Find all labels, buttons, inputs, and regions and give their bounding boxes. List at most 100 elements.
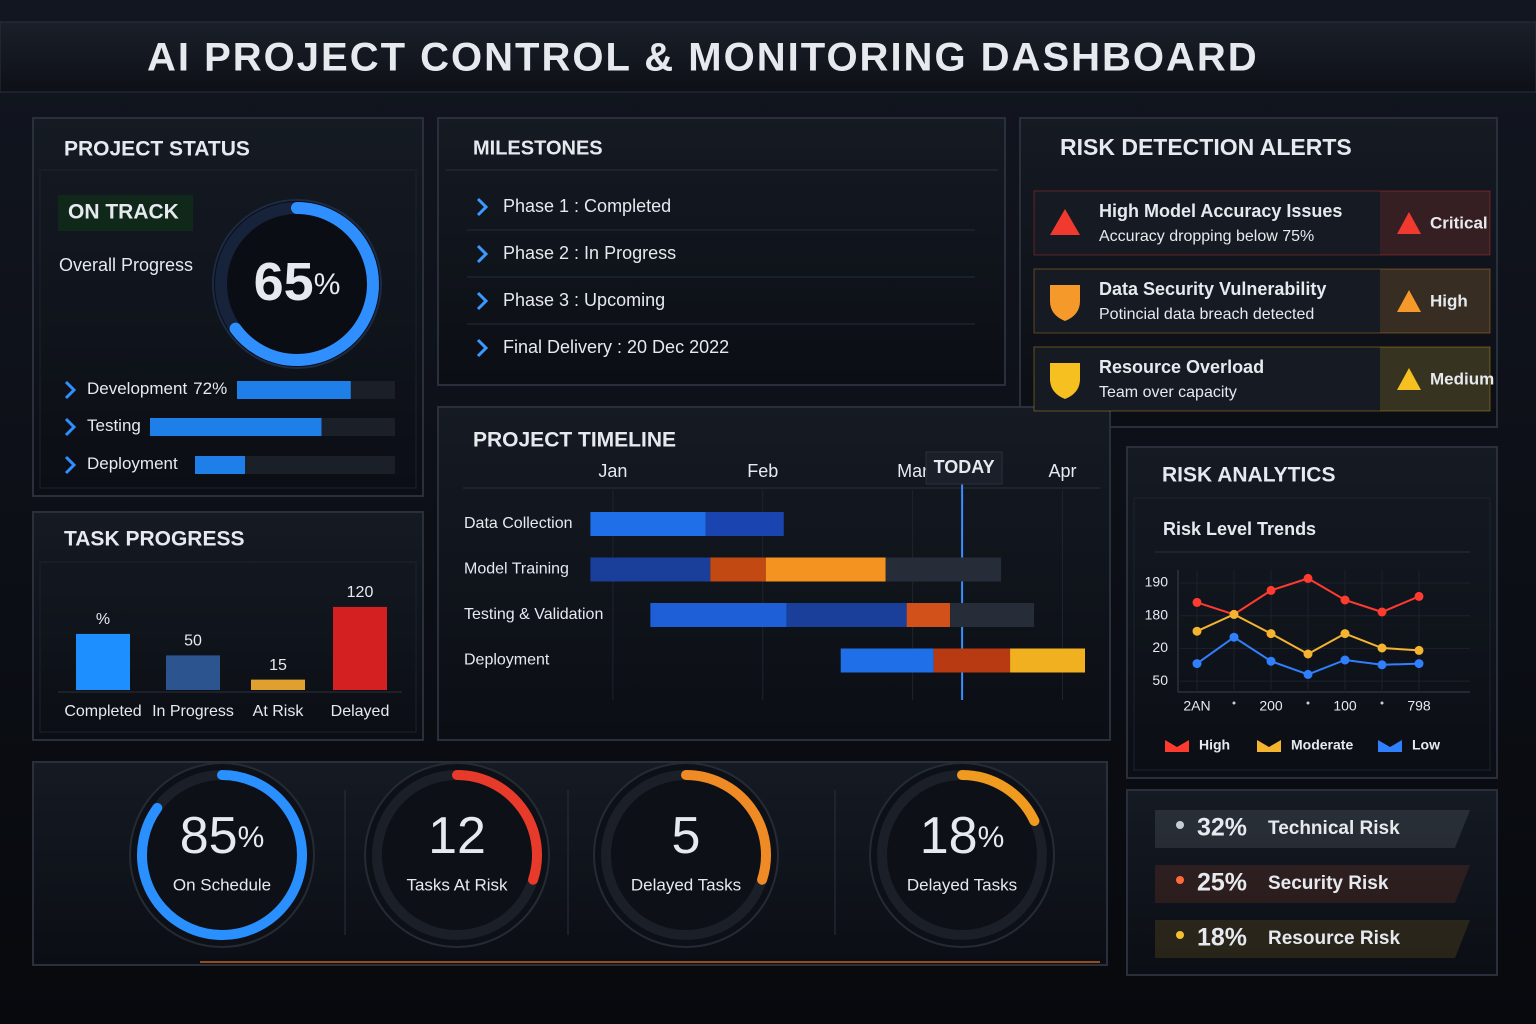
risk-row <box>1155 865 1470 903</box>
gantt-segment <box>786 603 907 627</box>
panel-inner <box>39 169 417 489</box>
dashboard-title: AI PROJECT CONTROL & MONITORING DASHBOAR… <box>147 36 1259 80</box>
alert-title: Resource Overload <box>1099 357 1264 377</box>
point <box>1303 573 1313 583</box>
value-label: 120 <box>347 584 374 601</box>
value: 18 <box>920 807 978 865</box>
bar-label: Testing <box>87 416 141 435</box>
kpi-arc <box>957 770 1040 826</box>
kpi-arc <box>681 770 771 885</box>
chevron <box>64 417 77 437</box>
alert-title: High Model Accuracy Issues <box>1099 201 1342 221</box>
bar <box>251 679 305 690</box>
milestone: Phase 3 : Upcoming <box>503 290 665 310</box>
kpi-arc <box>452 770 542 885</box>
subtitle: Risk Level Trends <box>1163 519 1316 539</box>
alert-level: Medium <box>1430 369 1494 388</box>
status-badge <box>58 195 193 231</box>
kpi-value: 12 <box>428 807 486 865</box>
point <box>1192 626 1202 636</box>
legend-icon <box>1165 740 1189 752</box>
gantt-segment <box>590 512 706 536</box>
gantt-segment <box>885 557 1002 582</box>
unit: % <box>238 821 265 854</box>
alert-level-bg <box>1380 269 1490 333</box>
chevron <box>476 197 489 217</box>
alert-level-bg <box>1380 191 1490 255</box>
panel <box>1126 789 1498 976</box>
alert-title: Data Security Vulnerability <box>1099 279 1326 299</box>
chevron <box>476 291 489 311</box>
bar <box>166 655 220 690</box>
kpi-label: On Schedule <box>173 875 271 894</box>
alert-subtitle: Potincial data breach detected <box>1099 306 1314 323</box>
risk-dot <box>1176 821 1184 829</box>
today-label: TODAY <box>934 457 995 477</box>
status: ON TRACK <box>68 201 179 224</box>
label: Development <box>87 379 187 398</box>
point <box>1414 645 1424 655</box>
gantt-segment <box>950 603 1035 627</box>
row-label: Data Collection <box>464 515 573 532</box>
tick-dot <box>1306 701 1310 705</box>
kpi-outer <box>593 762 779 948</box>
panel <box>1126 446 1498 779</box>
panel <box>437 117 1006 386</box>
point <box>1340 629 1350 639</box>
alert-icon <box>1050 209 1080 235</box>
legend-icon <box>1257 740 1281 752</box>
bar <box>333 606 387 690</box>
point <box>1266 585 1276 595</box>
alert-level: Critical <box>1430 213 1488 232</box>
risk-percent: 18% <box>1197 924 1247 952</box>
category-label: Delayed <box>331 703 390 720</box>
gantt-segment <box>590 557 711 582</box>
legend-label: Moderate <box>1291 737 1353 753</box>
kpi-value: 5 <box>672 807 701 865</box>
legend-label: High <box>1199 737 1230 753</box>
point <box>1377 607 1387 617</box>
month-label: Mar <box>897 461 928 481</box>
month-label: Feb <box>747 461 778 481</box>
label: Testing <box>87 416 141 435</box>
value-label: 72% <box>193 379 227 398</box>
month-label: Apr <box>1049 461 1077 481</box>
alert-icon <box>1050 285 1080 321</box>
point <box>1303 669 1313 679</box>
point <box>1377 660 1387 670</box>
point <box>1414 659 1424 669</box>
tick-dot <box>1232 701 1236 705</box>
risk-row <box>1155 920 1470 958</box>
alert-subtitle: Accuracy dropping below 75% <box>1099 228 1314 245</box>
panel-title: RISK DETECTION ALERTS <box>1060 134 1352 160</box>
point <box>1414 591 1424 601</box>
value: 5 <box>672 807 701 865</box>
kpi-value: 18% <box>920 807 1005 865</box>
panel-title: RISK ANALYTICS <box>1162 464 1335 487</box>
bar <box>76 633 130 690</box>
point <box>1303 649 1313 659</box>
chevron <box>476 244 489 264</box>
chevron <box>476 338 489 358</box>
row-label: Testing & Validation <box>464 606 603 623</box>
gantt-segment <box>765 557 886 582</box>
kpi-outer <box>364 762 550 948</box>
bar <box>195 456 245 474</box>
panel-title: MILESTONES <box>473 137 603 159</box>
tick-dot <box>1380 701 1384 705</box>
point <box>1229 632 1239 642</box>
unit: % <box>314 268 341 301</box>
bar <box>237 381 351 399</box>
value: 85 <box>180 807 238 865</box>
panel-title: PROJECT STATUS <box>64 138 250 161</box>
value-label: 15 <box>269 657 287 674</box>
legend-icon <box>1378 740 1402 752</box>
x-tick-label: 200 <box>1259 698 1283 714</box>
row-label: Model Training <box>464 561 569 578</box>
y-tick-label: 50 <box>1152 672 1168 688</box>
panel-inner <box>1133 497 1491 771</box>
row-label: Deployment <box>464 652 550 669</box>
month-label: Jan <box>598 461 627 481</box>
category-label: In Progress <box>152 703 234 720</box>
